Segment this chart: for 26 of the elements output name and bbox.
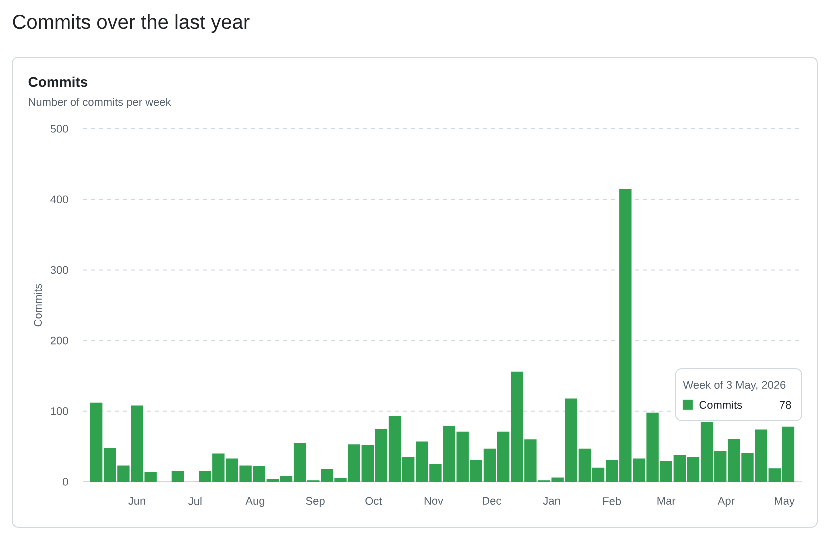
x-tick-label: Jul: [188, 497, 202, 506]
y-tick-label: 500: [50, 125, 68, 133]
bar: [172, 471, 184, 482]
y-tick-label: 100: [51, 408, 68, 416]
x-tick-label: Jun: [128, 497, 146, 505]
x-tick-label: Jan: [543, 497, 560, 505]
x-tick-label: Mar: [658, 497, 676, 505]
y-tick-label: 0: [63, 478, 68, 486]
legend-label: Commits: [700, 400, 742, 410]
y-axis-title: Commits: [34, 284, 42, 327]
x-tick-label: May: [775, 497, 795, 508]
chart-title: Commits: [28, 76, 88, 88]
x-tick-label: Dec: [483, 497, 502, 505]
annotation: Week of 3 May, 2026: [683, 380, 786, 392]
y-tick-label: 400: [50, 196, 68, 204]
y-tick-label: 300: [50, 266, 68, 274]
text: Commits over the last year: [13, 14, 250, 34]
x-tick-label: Aug: [246, 497, 265, 508]
data-label: 78: [780, 401, 792, 410]
y-tick-label: 200: [50, 336, 68, 345]
x-tick-label: Oct: [366, 497, 382, 506]
x-tick-label: Sep: [306, 497, 325, 508]
x-tick-label: Nov: [424, 497, 444, 505]
chart-subtitle: Number of commits per week: [29, 98, 172, 108]
x-tick-label: Apr: [718, 497, 735, 508]
x-tick-label: Feb: [604, 497, 622, 506]
